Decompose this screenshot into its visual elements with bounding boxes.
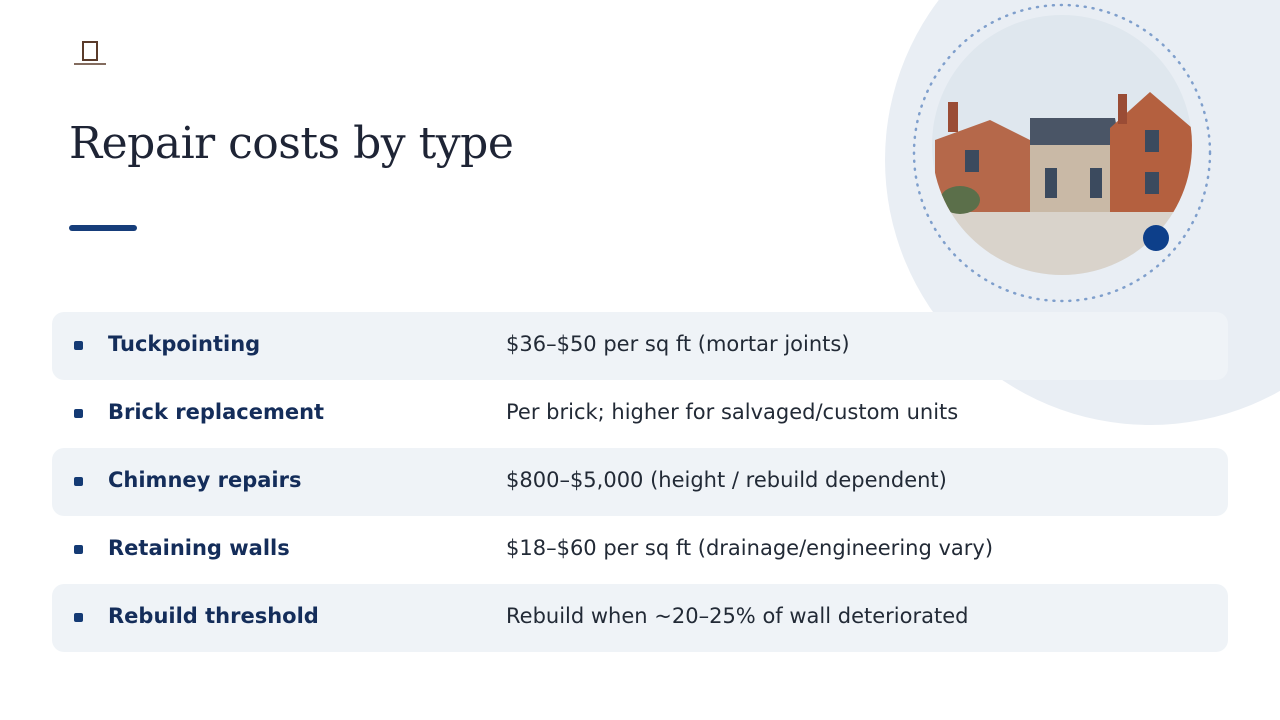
bullet [74,341,83,350]
repair-type: Tuckpointing [108,332,261,356]
repair-type: Brick replacement [108,400,325,424]
repair-type: Chimney repairs [108,468,302,492]
repair-type: Retaining walls [108,536,290,560]
bullet [74,545,83,554]
house-illustration [932,15,1192,275]
slide-title: Repair costs by type [69,118,514,169]
table-row: Tuckpointing $36–$50 per sq ft (mortar jo… [52,312,1228,380]
cost-table: Tuckpointing $36–$50 per sq ft (mortar jo… [52,312,1228,652]
repair-type: Rebuild threshold [108,604,319,628]
repair-cost: $18–$60 per sq ft (drainage/engineering … [506,536,994,560]
repair-cost: $800–$5,000 (height / rebuild dependent) [506,468,947,492]
repair-cost: Rebuild when ~20–25% of wall deteriorate… [506,604,969,628]
table-row: Rebuild threshold Rebuild when ~20–25% of… [52,584,1228,652]
bullet [74,477,83,486]
repair-cost: Per brick; higher for salvaged/custom un… [506,400,959,424]
bullet [74,613,83,622]
table-row: Chimney repairs $800–$5,000 (height / reb… [52,448,1228,516]
accent-bar [69,225,137,231]
table-row: Brick replacement Per brick; higher for s… [52,380,1228,448]
bullet [74,409,83,418]
logo [72,38,108,72]
table-row: Retaining walls $18–$60 per sq ft (draina… [52,516,1228,584]
repair-cost: $36–$50 per sq ft (mortar joints) [506,332,850,356]
